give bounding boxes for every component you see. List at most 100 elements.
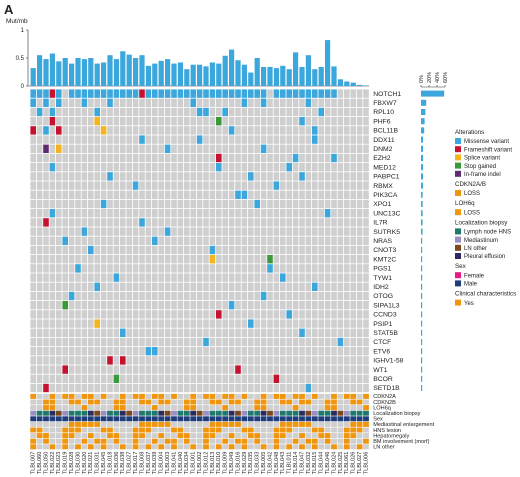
gene-label: DNM2 <box>373 146 392 153</box>
empty-cell <box>113 172 120 181</box>
tmb-axis-label: Mut/mb <box>6 18 28 25</box>
empty-cell <box>216 209 222 218</box>
mutation-cell <box>209 245 216 255</box>
empty-cell <box>280 291 286 301</box>
empty-cell <box>56 199 62 209</box>
empty-cell <box>344 301 350 310</box>
empty-cell <box>30 163 36 172</box>
empty-cell <box>184 319 190 328</box>
mutation-cell <box>171 89 177 98</box>
empty-cell <box>158 98 164 107</box>
tmb-bar <box>203 66 209 86</box>
empty-cell <box>216 199 222 209</box>
empty-cell <box>190 209 196 218</box>
empty-cell <box>337 383 344 393</box>
clinical-cell <box>241 410 248 416</box>
clinical-cell <box>126 438 133 444</box>
empty-cell <box>228 98 235 107</box>
mutation-cell <box>36 107 43 117</box>
empty-cell <box>273 337 280 347</box>
sample-label: TLBL008 <box>139 452 145 475</box>
empty-cell <box>62 199 68 209</box>
empty-cell <box>344 181 350 190</box>
empty-cell <box>292 126 299 135</box>
clinical-cell <box>68 416 75 422</box>
clinical-cell <box>254 410 261 416</box>
clinical-cell <box>62 405 69 411</box>
empty-cell <box>171 291 177 301</box>
gene-label: WT1 <box>373 367 388 374</box>
empty-cell <box>248 301 254 310</box>
empty-cell <box>312 383 318 393</box>
gene-percent-bar <box>421 109 426 115</box>
empty-cell <box>36 172 43 181</box>
clinical-cell <box>43 410 49 416</box>
empty-cell <box>158 181 164 190</box>
empty-cell <box>363 337 369 347</box>
empty-cell <box>203 319 209 328</box>
empty-cell <box>152 310 158 319</box>
empty-cell <box>254 107 260 117</box>
mutation-cell <box>62 236 68 245</box>
empty-cell <box>132 163 139 172</box>
clinical-cell <box>49 444 56 450</box>
empty-cell <box>350 328 356 337</box>
empty-cell <box>280 264 286 273</box>
legend-title: Alterations <box>455 129 484 136</box>
empty-cell <box>350 172 356 181</box>
tmb-bar <box>49 53 55 86</box>
gene-percent-bar <box>421 136 423 143</box>
clinical-cell <box>343 444 350 450</box>
empty-cell <box>184 310 190 319</box>
legend-label: LOSS <box>464 210 480 216</box>
clinical-cell <box>350 427 357 433</box>
mutation-cell <box>139 89 145 98</box>
gene-label: CNOT3 <box>373 247 396 254</box>
clinical-cell <box>235 438 241 444</box>
mutation-cell <box>30 126 36 135</box>
empty-cell <box>177 107 184 117</box>
clinical-cell <box>100 405 107 411</box>
clinical-cell <box>228 416 235 422</box>
empty-cell <box>139 255 145 264</box>
clinical-cell <box>36 421 43 427</box>
empty-cell <box>88 328 94 337</box>
empty-cell <box>305 337 312 347</box>
empty-cell <box>260 255 267 264</box>
empty-cell <box>260 356 267 365</box>
clinical-cell <box>190 393 197 399</box>
empty-cell <box>152 337 158 347</box>
sample-label: TLBL028 <box>69 452 75 475</box>
empty-cell <box>75 255 81 264</box>
empty-cell <box>75 163 81 172</box>
empty-cell <box>292 347 299 356</box>
empty-cell <box>196 264 203 273</box>
clinical-cell <box>292 421 299 427</box>
empty-cell <box>113 126 120 135</box>
sample-label: TLBL023 <box>56 452 62 475</box>
clinical-cell <box>260 433 267 439</box>
mutation-cell <box>324 89 331 98</box>
empty-cell <box>126 356 132 365</box>
empty-cell <box>36 310 43 319</box>
empty-cell <box>241 301 248 310</box>
empty-cell <box>145 245 152 255</box>
empty-cell <box>216 356 222 365</box>
empty-cell <box>235 273 241 282</box>
empty-cell <box>273 126 280 135</box>
clinical-cell <box>30 444 37 450</box>
empty-cell <box>305 190 312 199</box>
empty-cell <box>344 199 350 209</box>
tmb-bar <box>133 58 139 86</box>
empty-cell <box>49 98 56 107</box>
empty-cell <box>260 107 267 117</box>
empty-cell <box>49 199 56 209</box>
clinical-cell <box>215 410 222 416</box>
clinical-cell <box>350 393 357 399</box>
empty-cell <box>126 291 132 301</box>
empty-cell <box>280 209 286 218</box>
empty-cell <box>139 383 145 393</box>
sample-label: TLBL013 <box>210 452 216 475</box>
empty-cell <box>344 365 350 374</box>
clinical-cell <box>292 438 299 444</box>
